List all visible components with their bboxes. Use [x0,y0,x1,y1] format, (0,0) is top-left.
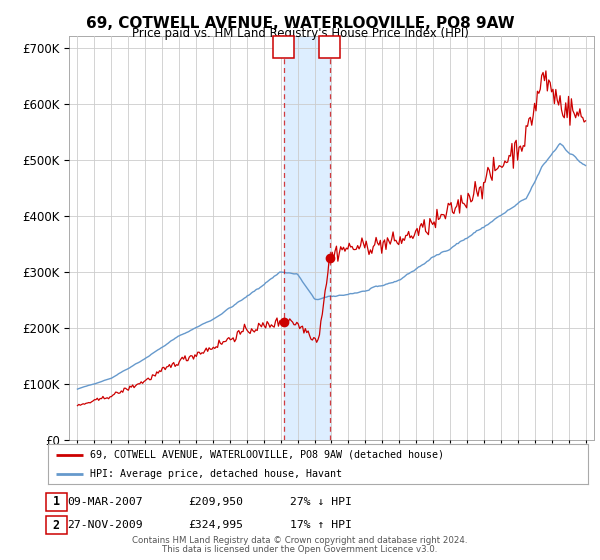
Text: HPI: Average price, detached house, Havant: HPI: Average price, detached house, Hava… [89,469,341,479]
Text: 69, COTWELL AVENUE, WATERLOOVILLE, PO8 9AW: 69, COTWELL AVENUE, WATERLOOVILLE, PO8 9… [86,16,514,31]
Text: 1: 1 [280,40,287,54]
Text: Contains HM Land Registry data © Crown copyright and database right 2024.: Contains HM Land Registry data © Crown c… [132,536,468,545]
Bar [284,36,330,440]
Text: £324,995: £324,995 [188,520,244,530]
Text: £209,950: £209,950 [188,497,244,507]
Text: 2: 2 [326,40,334,54]
Text: 1: 1 [53,495,59,508]
Text: 09-MAR-2007: 09-MAR-2007 [67,497,143,507]
Text: 2: 2 [53,519,59,532]
Text: 27% ↓ HPI: 27% ↓ HPI [290,497,352,507]
Text: 17% ↑ HPI: 17% ↑ HPI [290,520,352,530]
Text: This data is licensed under the Open Government Licence v3.0.: This data is licensed under the Open Gov… [163,545,437,554]
Text: Price paid vs. HM Land Registry's House Price Index (HPI): Price paid vs. HM Land Registry's House … [131,27,469,40]
Text: 69, COTWELL AVENUE, WATERLOOVILLE, PO8 9AW (detached house): 69, COTWELL AVENUE, WATERLOOVILLE, PO8 9… [89,450,443,460]
Text: 27-NOV-2009: 27-NOV-2009 [67,520,143,530]
